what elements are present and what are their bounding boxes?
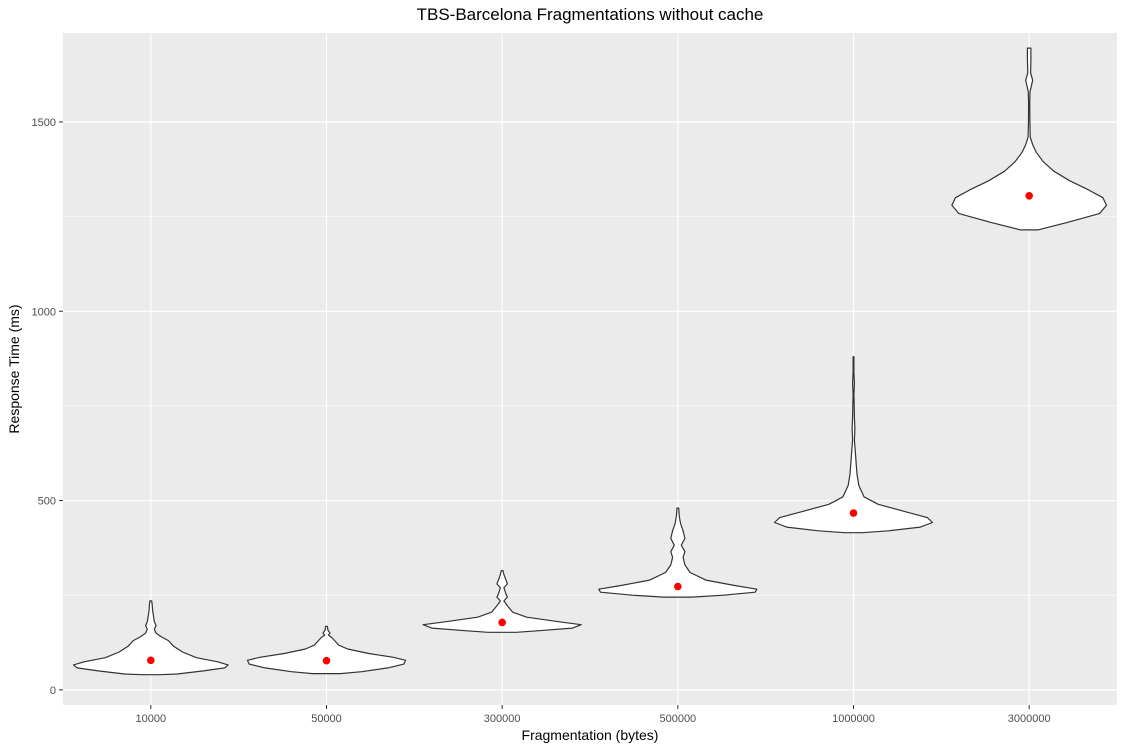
y-tick-label: 500 — [38, 496, 56, 508]
mean-point-500000 — [674, 582, 682, 591]
plot-panel — [63, 33, 1117, 705]
major-gridlines — [63, 33, 1117, 705]
x-tick-label: 300000 — [484, 713, 521, 725]
mean-point-1000000 — [849, 509, 858, 517]
x-tick-label: 10000 — [136, 713, 167, 725]
violin-1000000 — [773, 356, 934, 534]
y-tick-label: 1500 — [32, 117, 56, 129]
x-axis-title: Fragmentation (bytes) — [522, 727, 659, 743]
violin-300000 — [422, 570, 582, 633]
x-tick-label: 50000 — [311, 713, 342, 725]
violin-50000 — [246, 625, 407, 675]
x-tick-label: 1000000 — [832, 713, 875, 725]
y-axis: 0 500 1000 1500 — [32, 117, 63, 697]
mean-points — [147, 191, 1033, 665]
x-tick-label: 500000 — [659, 713, 696, 725]
y-tick-label: 0 — [50, 685, 56, 697]
violin-10000 — [72, 600, 229, 676]
x-tick-label: 3000000 — [1008, 713, 1051, 725]
x-axis: 10000 50000 300000 500000 1000000 3000000 — [136, 705, 1051, 725]
violin-500000 — [598, 507, 758, 598]
minor-gridlines — [63, 216, 1117, 596]
mean-point-10000 — [147, 656, 155, 665]
violin-shapes — [72, 47, 1108, 676]
y-axis-title: Response Time (ms) — [6, 304, 22, 433]
mean-point-3000000 — [1025, 191, 1033, 200]
mean-point-300000 — [498, 618, 506, 627]
mean-point-50000 — [322, 656, 331, 665]
violin-3000000 — [951, 47, 1108, 231]
chart-title: TBS-Barcelona Fragmentations without cac… — [417, 5, 764, 24]
y-tick-label: 1000 — [32, 306, 56, 318]
